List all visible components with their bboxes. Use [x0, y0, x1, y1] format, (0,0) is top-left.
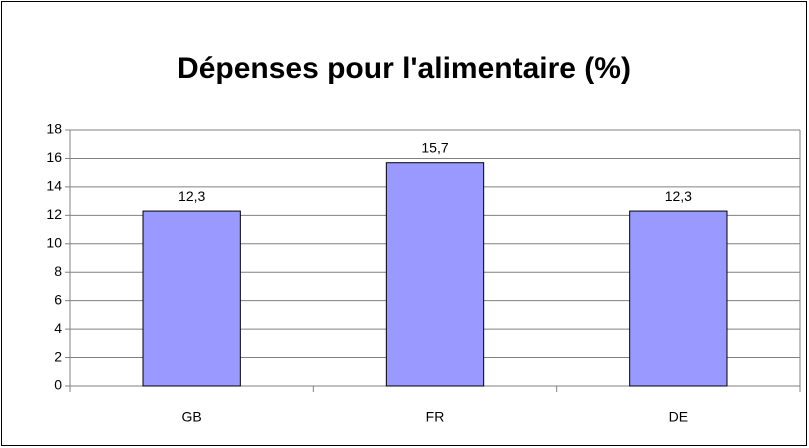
y-tick-label: 14	[46, 178, 62, 194]
y-tick-label: 18	[46, 121, 62, 137]
value-label: 15,7	[421, 139, 448, 155]
y-tick-label: 4	[54, 320, 62, 336]
x-tick-label: GB	[182, 409, 202, 425]
y-tick-label: 12	[46, 206, 62, 222]
y-tick-label: 16	[46, 149, 62, 165]
bar	[385, 162, 485, 387]
bar	[629, 210, 728, 387]
value-label: 12,3	[178, 188, 205, 204]
y-tick-label: 6	[54, 291, 62, 307]
bar	[142, 210, 241, 387]
chart-title: Dépenses pour l'alimentaire (%)	[177, 52, 631, 85]
x-tick-label: FR	[426, 409, 445, 425]
y-tick-label: 8	[54, 263, 62, 279]
value-label: 12,3	[665, 188, 692, 204]
y-tick-label: 2	[54, 348, 62, 364]
y-tick-label: 0	[54, 377, 62, 393]
x-tick-label: DE	[669, 409, 688, 425]
y-tick-label: 10	[46, 234, 62, 250]
